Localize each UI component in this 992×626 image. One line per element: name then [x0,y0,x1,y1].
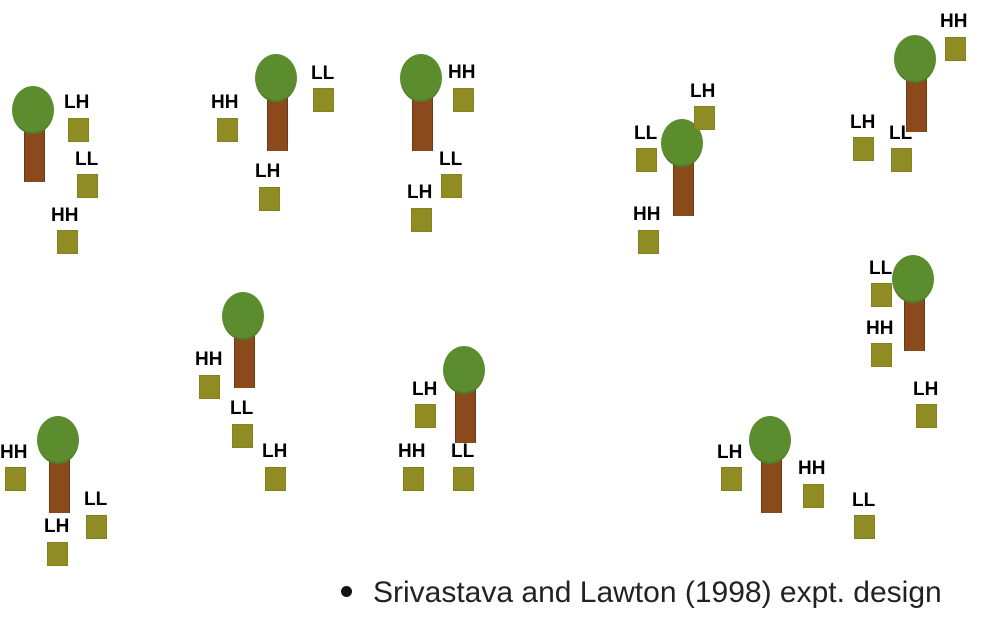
plot-label: HH [633,204,661,225]
plot-label: LL [634,123,658,144]
plot-label: LH [913,379,939,400]
plot-label: HH [398,441,426,462]
treatment-plot [415,404,436,428]
treatment-plot [638,230,659,254]
treatment-plot [232,424,253,448]
treatment-plot [265,467,286,491]
treatment-plot [916,404,937,428]
tree [222,292,264,388]
plot-label: HH [866,318,894,339]
plot-label: LH [44,516,70,537]
treatment-plot [259,187,280,211]
tree [661,119,703,216]
tree [892,255,934,351]
treatment-plot [853,137,874,161]
treatment-plot [891,148,912,172]
bullet-caption: Srivastava and Lawton (1998) expt. desig… [341,575,942,611]
treatment-plot [945,37,966,61]
treatment-plot [636,148,657,172]
treatment-plot [86,515,107,539]
treatment-plot [199,375,220,399]
plot-label: HH [798,458,826,479]
tree [12,86,54,182]
plot-label: LL [230,398,254,419]
treatment-plot [803,484,824,508]
tree [749,416,791,513]
plot-label: LH [255,161,281,182]
treatment-plot [453,467,474,491]
plot-label: LL [439,149,463,170]
plot-label: LL [75,149,99,170]
treatment-plot [313,88,334,112]
bullet-point [341,585,352,597]
plot-label: LH [262,441,288,462]
tree [255,54,297,151]
plot-label: LL [889,123,913,144]
treatment-plot [871,343,892,367]
plot-label: LH [690,81,716,102]
plot-label: LH [717,442,743,463]
tree [894,35,936,132]
treatment-plot [694,106,715,130]
treatment-plot [411,208,432,232]
plot-label: LL [451,441,475,462]
plot-label: HH [448,62,476,83]
plot-label: LH [407,182,433,203]
plot-label: HH [0,442,28,463]
plot-label: HH [195,349,223,370]
treatment-plot [441,174,462,198]
treatment-plot [217,118,238,142]
caption-text: Srivastava and Lawton (1998) expt. desig… [373,576,942,609]
treatment-plot [47,542,68,566]
treatment-plot [68,118,89,142]
treatment-plot [77,174,98,198]
plot-label: LL [852,490,876,511]
treatment-plot [403,467,424,491]
plot-label: HH [211,92,239,113]
tree [400,54,442,151]
plot-label: HH [940,11,968,32]
plot-label: LL [869,258,893,279]
treatment-plot [854,515,875,539]
tree [37,416,79,513]
plot-label: LH [850,112,876,133]
plot-label: LL [311,63,335,84]
treatment-plot [5,467,26,491]
treatment-plot [871,283,892,307]
treatment-plot [57,230,78,254]
plot-label: HH [51,205,79,226]
plot-label: LH [412,379,438,400]
plot-label: LL [84,489,108,510]
treatment-plot [721,467,742,491]
plot-label: LH [64,92,90,113]
tree [443,346,485,443]
treatment-plot [453,88,474,112]
